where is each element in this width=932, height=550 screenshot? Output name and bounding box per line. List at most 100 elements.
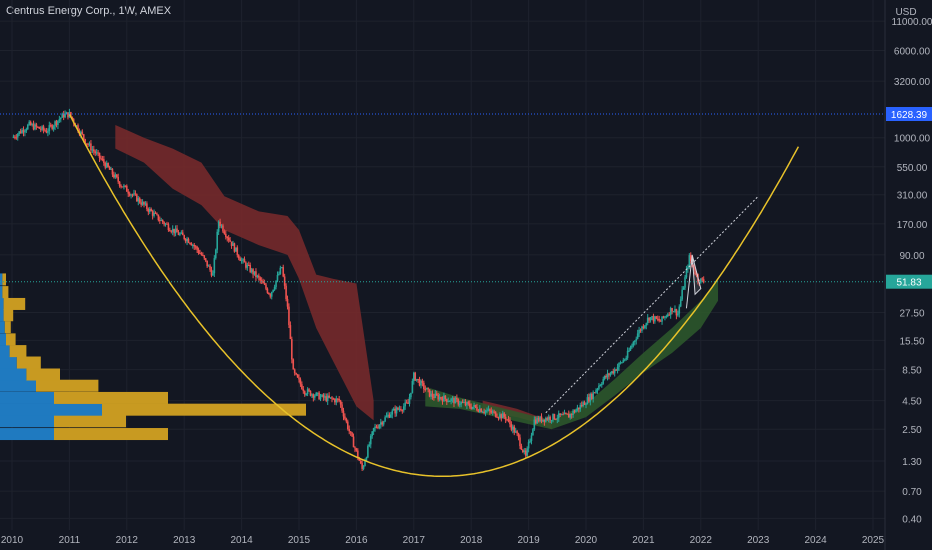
candle-body — [51, 125, 53, 129]
candle-body — [212, 273, 214, 276]
candle-body — [104, 162, 107, 168]
candle-body — [19, 131, 22, 134]
candle-body — [237, 255, 240, 259]
candle-body — [269, 294, 272, 297]
candle-body — [136, 194, 138, 202]
candle-body — [476, 407, 478, 411]
candle-body — [67, 112, 69, 118]
candle-body — [358, 457, 361, 461]
candle-body — [372, 428, 375, 432]
candle-body — [192, 244, 194, 246]
candle-body — [25, 129, 28, 131]
candle-body — [623, 359, 626, 361]
volume-bar-up — [0, 356, 17, 369]
candle-body — [319, 396, 322, 400]
candle-body — [249, 265, 252, 272]
candle-body — [243, 259, 246, 263]
candle-body — [263, 283, 266, 285]
candle-body — [433, 396, 435, 398]
candle-body — [173, 228, 175, 234]
candle-body — [58, 119, 61, 121]
candle-body — [48, 125, 51, 132]
candle-body — [130, 194, 132, 196]
candle-body — [417, 378, 419, 380]
candle-body — [563, 412, 566, 415]
candle-body — [163, 222, 165, 225]
candle-body — [675, 309, 678, 316]
candle-body — [480, 408, 483, 413]
candle-body — [390, 414, 392, 418]
volume-bar-down — [102, 403, 306, 416]
candle-body — [110, 168, 112, 170]
candle-body — [598, 385, 600, 389]
candle-body — [395, 407, 398, 414]
candle-body — [557, 413, 560, 419]
candle-body — [278, 273, 280, 276]
candle-body — [576, 407, 579, 410]
volume-bar-down — [2, 286, 9, 299]
candle-body — [631, 345, 633, 348]
candle-body — [312, 394, 315, 398]
candle-body — [275, 280, 277, 287]
candle-body — [65, 112, 68, 114]
candle-body — [549, 416, 551, 421]
candle-body — [91, 149, 94, 151]
candle-body — [367, 446, 369, 458]
candle-body — [144, 203, 147, 205]
candle-body — [593, 392, 596, 394]
candle-body — [187, 238, 190, 243]
candle-body — [35, 124, 38, 127]
candle-body — [29, 121, 32, 126]
candle-body — [108, 166, 111, 170]
candle-body — [292, 359, 295, 370]
ichimoku-clouds — [115, 124, 719, 430]
x-tick-label: 2022 — [690, 535, 713, 546]
candle-body — [550, 420, 553, 422]
candle-body — [121, 186, 124, 188]
candle-body — [596, 388, 599, 391]
volume-bar-up — [0, 333, 6, 346]
candle-body — [530, 435, 533, 442]
candle-body — [189, 242, 191, 244]
candle-body — [456, 397, 458, 400]
candle-body — [546, 418, 549, 420]
candle-body — [425, 388, 428, 390]
candle-body — [694, 269, 696, 275]
candle-body — [331, 397, 333, 399]
candle-body — [520, 446, 523, 450]
candle-body — [443, 395, 445, 402]
candle-body — [513, 426, 516, 433]
candle-body — [374, 426, 376, 429]
y-tick-label: 170.00 — [897, 220, 928, 231]
candle-body — [160, 219, 163, 221]
candle-body — [62, 113, 65, 118]
candle-body — [388, 414, 391, 418]
candle-body — [457, 399, 460, 405]
candle-body — [219, 221, 221, 226]
candle-body — [700, 278, 702, 283]
candle-body — [21, 129, 23, 134]
candle-body — [357, 450, 359, 458]
candle-body — [430, 393, 432, 397]
volume-bar-down — [6, 333, 16, 346]
y-tick-label: 1.30 — [902, 457, 922, 468]
candle-body — [491, 411, 494, 413]
candle-body — [147, 208, 150, 212]
candle-body — [641, 326, 643, 331]
candle-body — [364, 460, 366, 466]
candle-body — [595, 390, 597, 393]
candle-body — [305, 394, 307, 396]
candle-body — [423, 382, 425, 389]
candle-body — [328, 395, 330, 398]
candle-body — [400, 408, 402, 411]
candle-body — [250, 269, 253, 272]
candle-body — [404, 402, 406, 407]
price-tag — [886, 274, 932, 289]
candle-body — [687, 267, 689, 270]
candle-body — [560, 414, 563, 416]
candle-body — [298, 377, 300, 380]
x-tick-label: 2023 — [747, 535, 770, 546]
candle-body — [134, 193, 137, 195]
candle-body — [658, 318, 660, 321]
